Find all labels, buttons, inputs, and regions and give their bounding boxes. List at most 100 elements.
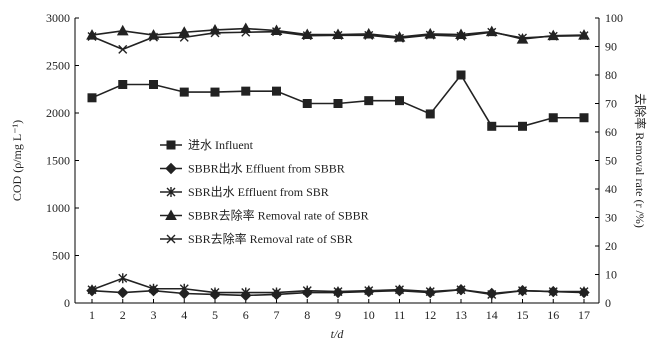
y-tick-label: 3000 (46, 11, 70, 25)
x-tick-label: 7 (274, 308, 280, 322)
axis-titles: t/d COD (ρ/mg L⁻¹) 去除率 Removal rate (r /… (10, 93, 648, 341)
data-point (364, 285, 374, 296)
data-point (487, 121, 497, 131)
data-point (272, 287, 281, 298)
x-tick-label: 6 (243, 308, 249, 322)
data-point (518, 121, 527, 131)
x-tick-label: 3 (151, 308, 157, 322)
data-point (210, 287, 220, 298)
x-tick-label: 2 (120, 308, 126, 322)
data-point (118, 44, 128, 54)
data-point (333, 99, 343, 108)
y2-tick-label: 40 (605, 182, 617, 196)
legend-label: SBBR出水 Effluent from SBBR (188, 162, 345, 176)
y2-tick-label: 70 (605, 97, 617, 111)
data-point (395, 96, 404, 106)
axes-layer: 0 500 1000 1500 2000 2500 3000 0 10 20 30 40 50 60 70 8… (46, 11, 623, 322)
legend-swatch-marker (166, 234, 176, 244)
x-tick-label: 4 (181, 308, 187, 322)
y-tick-label: 1000 (46, 201, 70, 215)
legend-label: SBBR去除率 Removal rate of SBBR (188, 208, 369, 223)
legend-label: 进水 Influent (188, 138, 254, 152)
x-tick-label: 16 (547, 308, 559, 322)
y-tick-label: 500 (52, 249, 70, 263)
y2-tick-label: 80 (605, 68, 617, 82)
legend-swatch-marker (165, 162, 177, 175)
series-3 (87, 273, 589, 300)
data-point (425, 109, 435, 119)
legend-item-5: SBR去除率 Removal rate of SBR (160, 231, 353, 246)
x-tick-label: 11 (394, 308, 406, 322)
data-point (87, 93, 97, 103)
x-tick-label: 14 (486, 308, 498, 322)
legend-item-1: 进水 Influent (160, 138, 254, 152)
data-point (179, 283, 189, 294)
data-point (487, 289, 497, 300)
data-point (149, 80, 158, 89)
data-point (579, 31, 589, 41)
legend-swatch-marker (165, 209, 177, 220)
data-point (579, 113, 589, 123)
data-point (548, 286, 558, 297)
series-4 (86, 22, 590, 44)
x-tick-label: 15 (517, 308, 529, 322)
x-tick-label: 9 (335, 308, 341, 322)
data-point (179, 32, 189, 42)
data-point (578, 29, 590, 40)
legend: 进水 Influent SBBR出水 Effluent from SBBR SBR出… (160, 138, 369, 246)
data-point (272, 86, 281, 96)
legend-item-4: SBBR去除率 Removal rate of SBBR (160, 208, 369, 223)
y2-tick-label: 0 (605, 296, 611, 310)
y2-axis-title: 去除率 Removal rate (r /%) (633, 93, 648, 228)
x-tick-label: 5 (212, 308, 218, 322)
y2-tick-label: 60 (605, 125, 617, 139)
data-point (210, 28, 220, 38)
data-point (87, 32, 97, 42)
data-point (425, 286, 435, 297)
y-tick-label: 2000 (46, 106, 70, 120)
data-point (118, 80, 128, 89)
data-point (118, 273, 128, 284)
data-point (179, 87, 189, 97)
legend-swatch-marker (166, 140, 176, 150)
series-1 (87, 70, 589, 131)
data-point (149, 283, 158, 294)
data-point (364, 30, 374, 40)
y-axis-title: COD (ρ/mg L⁻¹) (10, 120, 24, 201)
data-point (425, 30, 435, 40)
x-tick-label: 10 (363, 308, 375, 322)
data-point (332, 28, 344, 40)
data-point (548, 113, 558, 123)
data-point (149, 32, 158, 42)
y2-tick-label: 20 (605, 239, 617, 253)
data-point (210, 87, 220, 97)
x-tick-label: 1 (89, 308, 95, 322)
series-layer (86, 22, 590, 302)
x-axis-title: t/d (331, 327, 345, 341)
legend-label: SBR出水 Effluent from SBR (188, 185, 329, 199)
data-point (302, 31, 312, 41)
data-point (547, 29, 560, 41)
data-point (395, 284, 404, 295)
y2-tick-label: 90 (605, 40, 617, 54)
legend-item-2: SBBR出水 Effluent from SBBR (160, 162, 345, 176)
y-tick-label: 1500 (46, 154, 70, 168)
data-point (333, 30, 343, 40)
data-point (302, 285, 312, 296)
legend-item-3: SBR出水 Effluent from SBR (160, 185, 329, 199)
data-point (117, 286, 129, 299)
data-point (456, 31, 466, 41)
data-point (518, 285, 527, 296)
y-tick-label: 0 (64, 296, 70, 310)
y2-tick-label: 30 (605, 211, 617, 225)
data-point (487, 27, 497, 37)
data-point (518, 33, 527, 43)
series-5 (87, 27, 589, 54)
x-tick-label: 17 (578, 308, 590, 322)
data-point (241, 86, 251, 96)
data-point (333, 286, 343, 297)
y2-tick-label: 100 (605, 11, 623, 25)
data-point (548, 31, 558, 41)
